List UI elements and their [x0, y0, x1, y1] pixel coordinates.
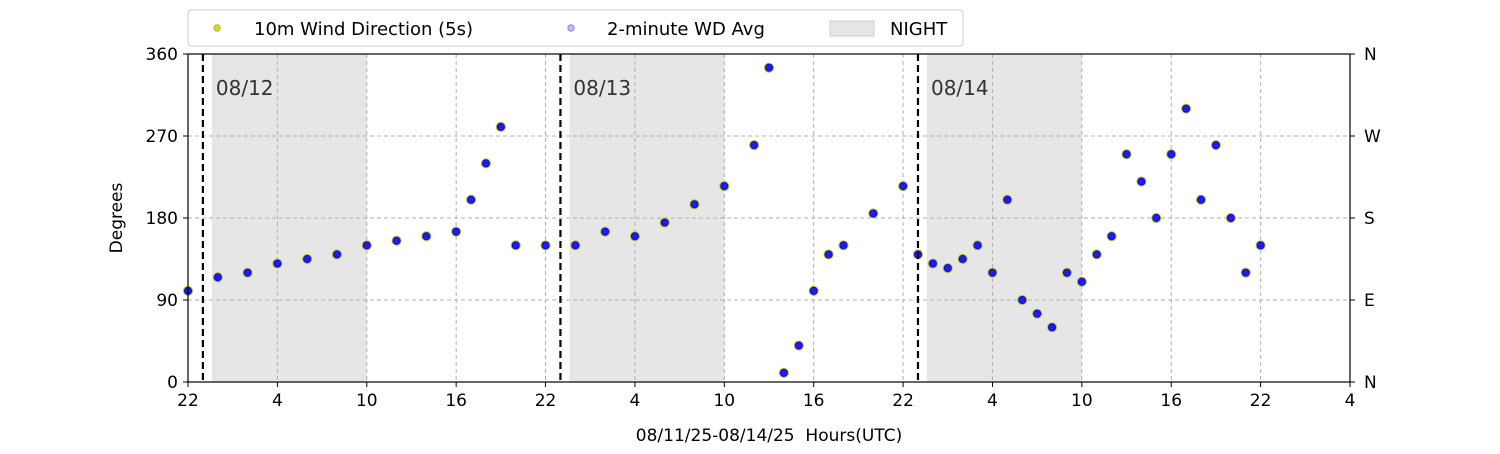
avg-point-10 — [466, 195, 476, 204]
legend-label-wind-direction: 10m Wind Direction (5s) — [254, 19, 473, 40]
avg-point-13 — [511, 241, 520, 250]
avg-point-16 — [601, 227, 610, 236]
avg-point-15 — [571, 241, 580, 250]
x-axis-label: 08/11/25-08/14/25 Hours(UTC) — [636, 426, 902, 446]
legend-marker-wd-avg — [567, 24, 575, 32]
data-layer — [182, 62, 1266, 378]
avg-point-43 — [1107, 232, 1116, 241]
legend-marker-wind-direction — [213, 24, 221, 32]
avg-point-1 — [213, 273, 222, 282]
avg-point-7 — [392, 236, 401, 245]
avg-point-29 — [898, 182, 908, 191]
day-marker-label-0: 08/12 — [216, 76, 274, 100]
avg-point-42 — [1092, 250, 1101, 259]
x-tick-label-9: 4 — [987, 391, 998, 411]
avg-point-22 — [764, 63, 774, 72]
avg-point-20 — [720, 182, 729, 191]
avg-point-11 — [481, 159, 491, 168]
day-marker-label-2: 08/14 — [931, 76, 989, 100]
avg-point-31 — [928, 259, 937, 268]
y2-tick-label-1: E — [1364, 291, 1375, 311]
x-tick-label-0: 22 — [177, 391, 199, 411]
avg-point-44 — [1122, 150, 1131, 159]
avg-point-32 — [943, 264, 952, 273]
day-marker-label-1: 08/13 — [573, 76, 631, 100]
legend-label-night: NIGHT — [890, 19, 948, 40]
avg-point-49 — [1196, 195, 1206, 204]
avg-point-48 — [1182, 104, 1191, 113]
y2-tick-label-3: W — [1364, 127, 1381, 147]
y2-tick-label-4: N — [1364, 45, 1377, 65]
x-tick-label-12: 22 — [1250, 391, 1272, 411]
avg-point-52 — [1241, 268, 1250, 277]
legend-frame — [187, 9, 964, 47]
avg-point-28 — [869, 209, 878, 218]
avg-point-5 — [332, 250, 342, 259]
avg-point-45 — [1137, 177, 1146, 186]
x-tick-label-2: 10 — [356, 391, 378, 411]
y2-tick-label-2: S — [1364, 209, 1375, 229]
x-tick-label-1: 4 — [272, 391, 283, 411]
x-tick-label-8: 22 — [892, 391, 914, 411]
legend-label-wd-avg: 2-minute WD Avg — [607, 19, 765, 40]
y-axis-label: Degrees — [107, 182, 127, 253]
avg-point-36 — [1003, 195, 1012, 204]
y-tick-label-3: 270 — [146, 127, 178, 147]
avg-point-39 — [1047, 323, 1057, 332]
x-tick-label-4: 22 — [535, 391, 557, 411]
x-tick-label-6: 10 — [713, 391, 735, 411]
avg-point-38 — [1033, 309, 1042, 318]
avg-point-33 — [958, 254, 967, 264]
avg-point-47 — [1167, 150, 1176, 159]
x-tick-label-13: 4 — [1345, 391, 1356, 411]
avg-point-18 — [660, 218, 669, 227]
avg-point-2 — [243, 268, 252, 277]
legend-patch-night — [829, 20, 875, 37]
avg-point-25 — [809, 286, 818, 295]
avg-point-23 — [779, 368, 789, 377]
avg-point-41 — [1077, 277, 1086, 286]
y-tick-label-1: 90 — [156, 291, 178, 311]
y-tick-label-0: 0 — [167, 373, 178, 393]
avg-point-8 — [422, 232, 431, 241]
x-tick-label-5: 4 — [630, 391, 641, 411]
avg-point-19 — [690, 200, 699, 209]
avg-point-14 — [541, 241, 550, 250]
avg-point-27 — [839, 241, 848, 250]
x-tick-label-11: 16 — [1160, 391, 1182, 411]
avg-point-35 — [988, 268, 997, 277]
avg-point-3 — [273, 259, 282, 268]
avg-point-46 — [1152, 213, 1161, 223]
avg-point-4 — [303, 254, 312, 264]
x-tick-label-3: 16 — [445, 391, 467, 411]
legend: 10m Wind Direction (5s) 2-minute WD Avg … — [187, 9, 964, 47]
avg-point-51 — [1226, 213, 1235, 223]
avg-point-17 — [630, 232, 640, 241]
avg-point-12 — [496, 122, 505, 131]
avg-point-53 — [1256, 241, 1265, 250]
axes-layer: 22 4 10 16 22 4 10 16 22 4 10 16 22 4 0 90 180 270 360 N E S W… — [146, 45, 1381, 411]
avg-point-24 — [794, 341, 803, 350]
avg-point-6 — [362, 241, 371, 250]
y-tick-label-2: 180 — [146, 209, 178, 229]
avg-point-34 — [973, 241, 982, 250]
avg-point-9 — [452, 227, 461, 236]
y-tick-label-4: 360 — [146, 45, 178, 65]
x-tick-label-7: 16 — [803, 391, 825, 411]
avg-point-26 — [824, 250, 833, 259]
y2-tick-label-0: N — [1364, 373, 1377, 393]
avg-point-50 — [1211, 141, 1221, 150]
x-tick-label-10: 10 — [1071, 391, 1093, 411]
avg-point-37 — [1018, 295, 1027, 305]
avg-point-21 — [750, 141, 759, 150]
avg-point-40 — [1062, 268, 1072, 277]
day-marker-layer: 08/12 08/13 08/14 — [201, 54, 989, 382]
